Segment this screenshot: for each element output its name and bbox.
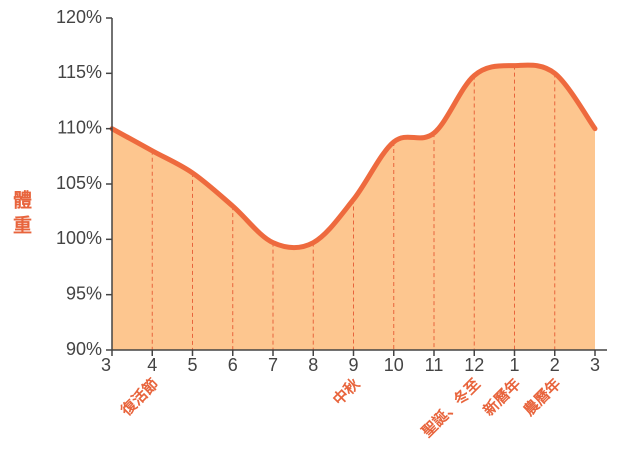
x-tick-label: 11	[425, 355, 444, 375]
y-tick-label: 120%	[56, 7, 102, 27]
x-tick-label: 3	[590, 355, 600, 375]
line	[109, 62, 598, 251]
x-tick-label: 1	[509, 355, 519, 375]
y-tick-label: 90%	[66, 339, 102, 359]
y-tick-label: 105%	[56, 173, 102, 193]
x-tick-label: 9	[348, 355, 358, 375]
x-tick-label: 12	[464, 355, 484, 375]
x-tick-label: 2	[550, 355, 560, 375]
x-tick-label: 4	[147, 355, 157, 375]
x-tick-label: 8	[308, 355, 318, 375]
annotation: 聖誕、冬至	[418, 375, 484, 441]
x-tick-label: 7	[268, 355, 278, 375]
x-tick-label: 5	[187, 355, 197, 375]
y-tick-label: 110%	[57, 117, 102, 137]
x-tick-label: 10	[384, 355, 404, 375]
annotation: 復活節	[117, 375, 162, 420]
y-tick-label: 100%	[56, 228, 102, 248]
x-tick-label: 3	[101, 355, 111, 375]
annotation: 中秋	[329, 374, 364, 409]
x-tick-label: 6	[228, 355, 238, 375]
annotation: 農曆年	[520, 375, 565, 420]
y-tick-label: 115%	[57, 62, 102, 82]
y-axis-label: 體重	[10, 190, 32, 240]
y-tick-label: 95%	[66, 283, 102, 303]
annotation: 新曆年	[480, 375, 525, 420]
